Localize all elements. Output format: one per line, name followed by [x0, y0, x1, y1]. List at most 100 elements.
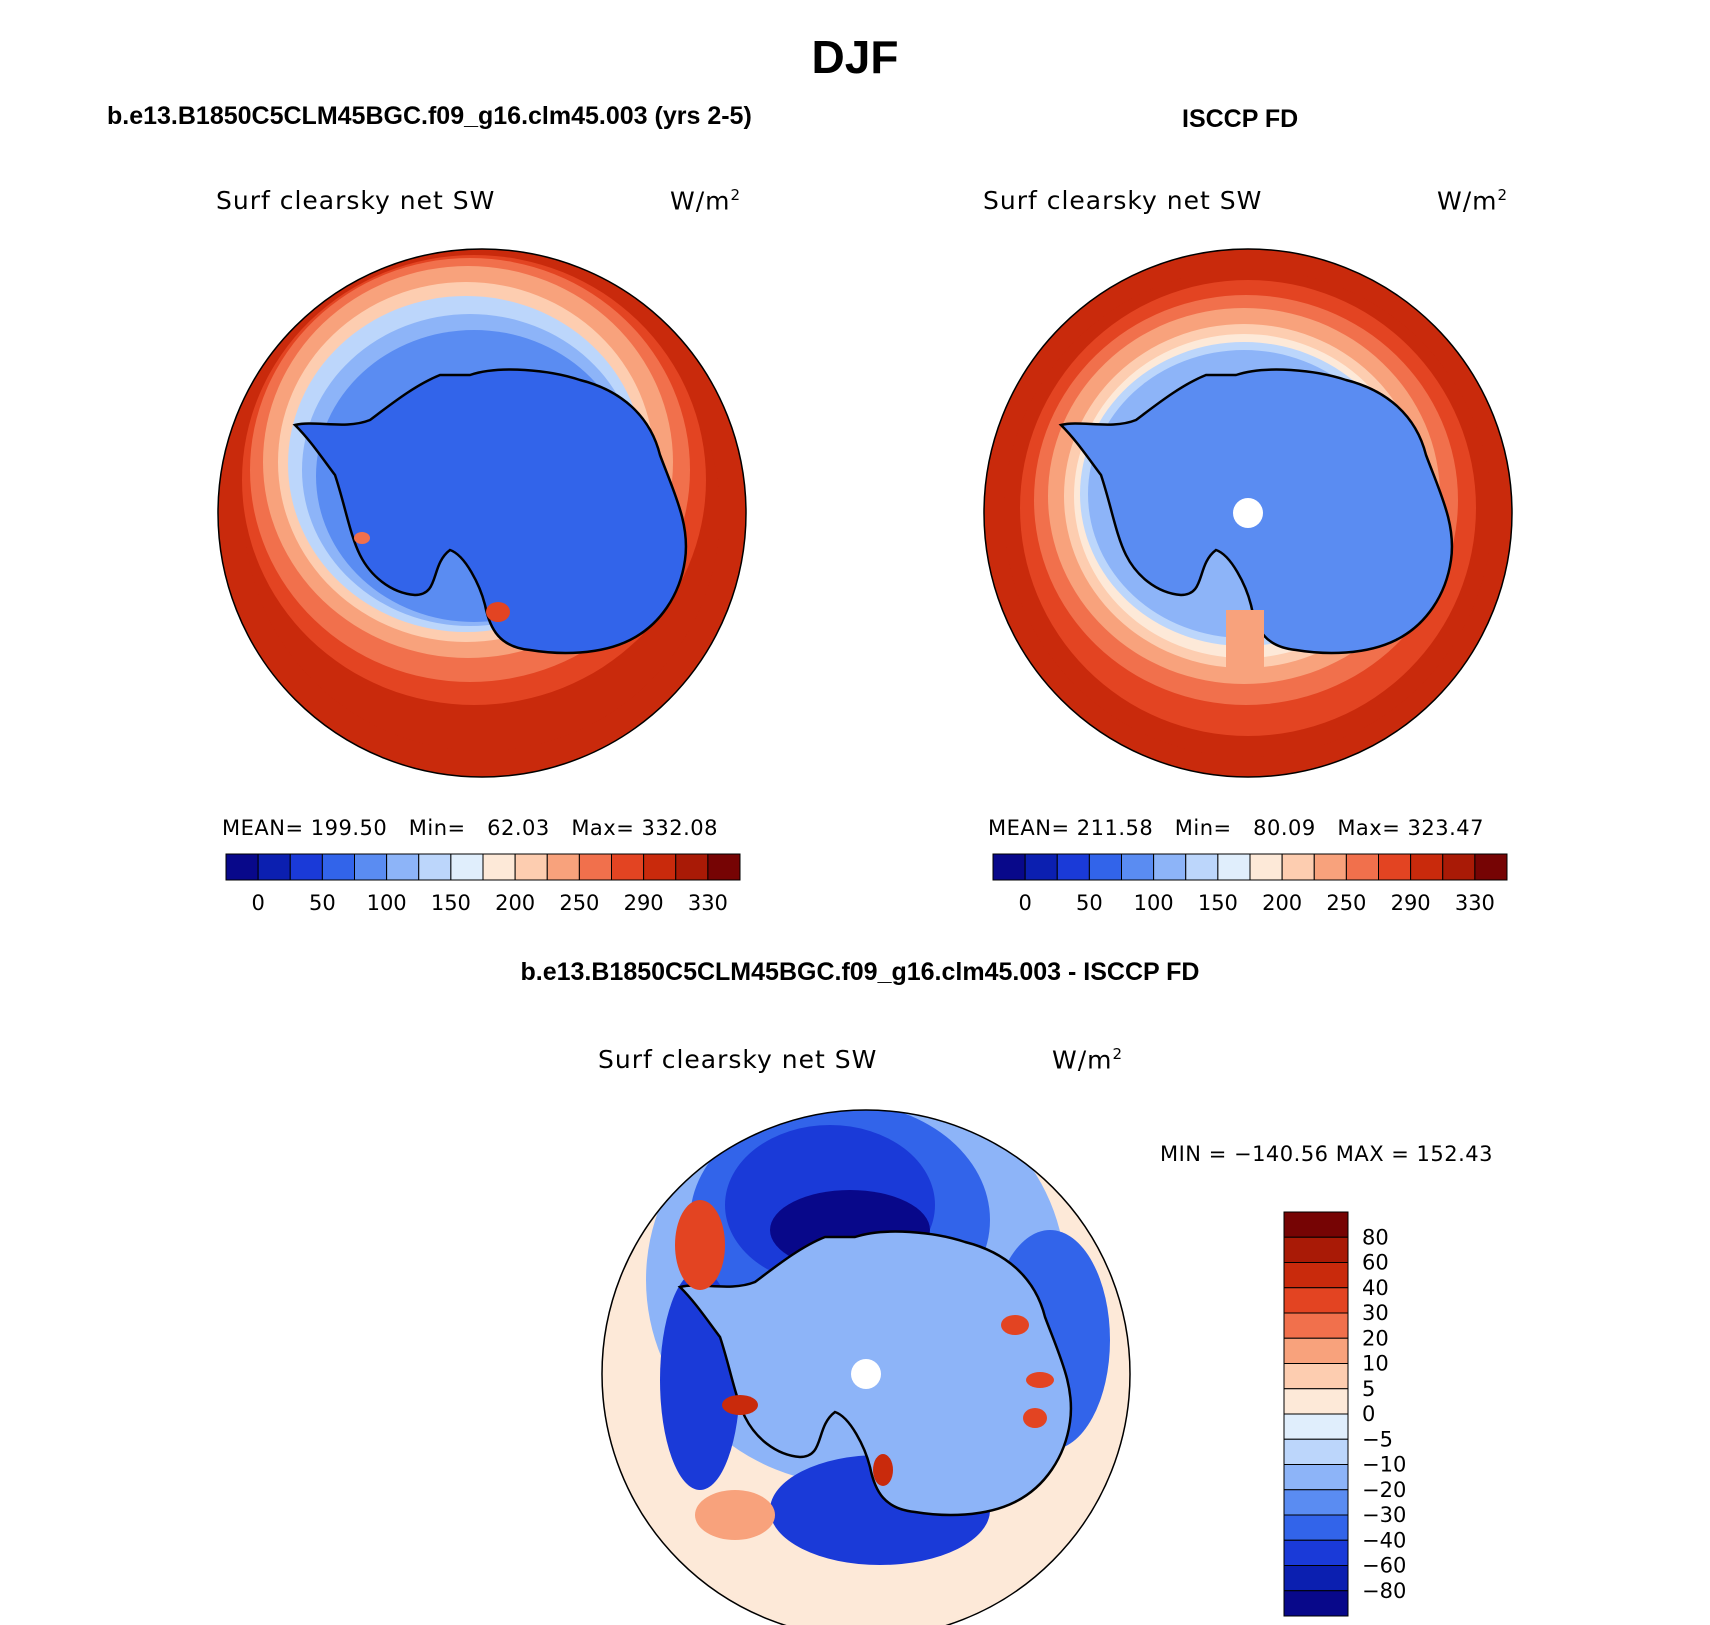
model-colorbar: 0 50 100 150 200 250 290 330	[225, 853, 741, 915]
colorbar-swatch	[1153, 853, 1187, 881]
colorbar-tick-label: −20	[1362, 1478, 1406, 1502]
colorbar-tick-label: −80	[1362, 1579, 1406, 1603]
colorbar-swatch	[1283, 1489, 1349, 1516]
colorbar-tick-label: 0	[1362, 1402, 1375, 1426]
colorbar-tick-label: 250	[559, 891, 599, 915]
colorbar-swatch	[1283, 1539, 1349, 1566]
colorbar-tick-label: −10	[1362, 1453, 1406, 1477]
diff-minmax: MIN = −140.56 MAX = 152.43	[1160, 1142, 1494, 1166]
colorbar-swatch	[1121, 853, 1155, 881]
colorbar-tick-label: 100	[367, 891, 407, 915]
obs-map-border	[983, 248, 1513, 778]
colorbar-tick-label: 150	[1198, 891, 1238, 915]
diff-panel-title: b.e13.B1850C5CLM45BGC.f09_g16.clm45.003 …	[520, 958, 1200, 986]
colorbar-swatch	[1249, 853, 1283, 881]
colorbar-tick-label: 0	[1018, 891, 1031, 915]
colorbar-swatch	[1283, 1363, 1349, 1390]
colorbar-swatch	[1283, 1337, 1349, 1364]
colorbar-swatch	[1378, 853, 1412, 881]
colorbar-swatch	[514, 853, 548, 881]
colorbar-swatch	[225, 853, 259, 881]
obs-stats: MEAN= 211.58 Min= 80.09 Max= 323.47	[988, 816, 1484, 840]
colorbar-tick-label: −60	[1362, 1554, 1406, 1578]
colorbar-swatch	[482, 853, 516, 881]
colorbar-swatch	[450, 853, 484, 881]
colorbar-tick-label: 150	[431, 891, 471, 915]
diff-variable-label: Surf clearsky net SW	[598, 1045, 878, 1074]
colorbar-swatch	[1088, 853, 1122, 881]
colorbar-swatch	[546, 853, 580, 881]
colorbar-swatch	[418, 853, 452, 881]
model-stats: MEAN= 199.50 Min= 62.03 Max= 332.08	[222, 816, 718, 840]
colorbar-swatch	[1283, 1590, 1349, 1617]
colorbar-tick-label: 290	[1391, 891, 1431, 915]
colorbar-swatch	[611, 853, 645, 881]
colorbar-tick-label: −5	[1362, 1427, 1393, 1451]
colorbar-swatch	[1283, 1388, 1349, 1415]
colorbar-swatch	[1283, 1413, 1349, 1440]
colorbar-tick-label: 290	[624, 891, 664, 915]
colorbar-swatch	[257, 853, 291, 881]
colorbar-tick-label: 100	[1134, 891, 1174, 915]
obs-variable-label: Surf clearsky net SW	[983, 186, 1263, 215]
colorbar-swatch	[643, 853, 677, 881]
colorbar-tick-label: −40	[1362, 1528, 1406, 1552]
colorbar-swatch	[1283, 1236, 1349, 1263]
colorbar-swatch	[1283, 1514, 1349, 1541]
colorbar-tick-label: 200	[1262, 891, 1302, 915]
diff-units-label: W/m2	[1052, 1045, 1124, 1075]
colorbar-tick-label: 330	[688, 891, 728, 915]
colorbar-swatch	[1283, 1565, 1349, 1592]
colorbar-tick-label: 200	[495, 891, 535, 915]
colorbar-tick-label: 50	[1076, 891, 1103, 915]
colorbar-swatch	[992, 853, 1026, 881]
colorbar-swatch	[1313, 853, 1347, 881]
colorbar-swatch	[321, 853, 355, 881]
colorbar-tick-label: 80	[1362, 1225, 1389, 1249]
colorbar-tick-label: 5	[1362, 1377, 1375, 1401]
figure-title: DJF	[811, 31, 899, 83]
colorbar-swatch	[386, 853, 420, 881]
colorbar-swatch	[1217, 853, 1251, 881]
colorbar-tick-label: 10	[1362, 1352, 1389, 1376]
colorbar-tick-label: 20	[1362, 1326, 1389, 1350]
colorbar-swatch	[1283, 1464, 1349, 1491]
diff-map	[602, 1110, 1130, 1625]
colorbar-swatch	[1283, 1211, 1349, 1238]
obs-map	[984, 249, 1512, 777]
model-units-label: W/m2	[670, 186, 742, 216]
colorbar-tick-label: 40	[1362, 1276, 1389, 1300]
colorbar-tick-label: 50	[309, 891, 336, 915]
colorbar-swatch	[1185, 853, 1219, 881]
colorbar-swatch	[1281, 853, 1315, 881]
model-variable-label: Surf clearsky net SW	[216, 186, 496, 215]
colorbar-swatch	[1283, 1287, 1349, 1314]
obs-panel-title: ISCCP FD	[1182, 105, 1299, 133]
obs-colorbar: 0 50 100 150 200 250 290 330	[992, 853, 1508, 915]
colorbar-tick-label: 250	[1326, 891, 1366, 915]
colorbar-swatch	[707, 853, 741, 881]
colorbar-swatch	[1283, 1312, 1349, 1339]
colorbar-tick-label: 0	[251, 891, 264, 915]
colorbar-swatch	[1442, 853, 1476, 881]
colorbar-tick-label: 330	[1455, 891, 1495, 915]
colorbar-tick-label: 60	[1362, 1251, 1389, 1275]
model-panel-title: b.e13.B1850C5CLM45BGC.f09_g16.clm45.003 …	[107, 102, 752, 130]
colorbar-swatch	[675, 853, 709, 881]
colorbar-swatch	[1410, 853, 1444, 881]
colorbar-tick-label: 30	[1362, 1301, 1389, 1325]
colorbar-swatch	[1056, 853, 1090, 881]
obs-units-label: W/m2	[1437, 186, 1509, 216]
colorbar-swatch	[1283, 1262, 1349, 1289]
colorbar-swatch	[1474, 853, 1508, 881]
colorbar-swatch	[578, 853, 612, 881]
colorbar-swatch	[1283, 1438, 1349, 1465]
colorbar-swatch	[1024, 853, 1058, 881]
colorbar-swatch	[1345, 853, 1379, 881]
colorbar-swatch	[289, 853, 323, 881]
colorbar-swatch	[354, 853, 388, 881]
model-map-border	[217, 248, 747, 778]
colorbar-tick-label: −30	[1362, 1503, 1406, 1527]
